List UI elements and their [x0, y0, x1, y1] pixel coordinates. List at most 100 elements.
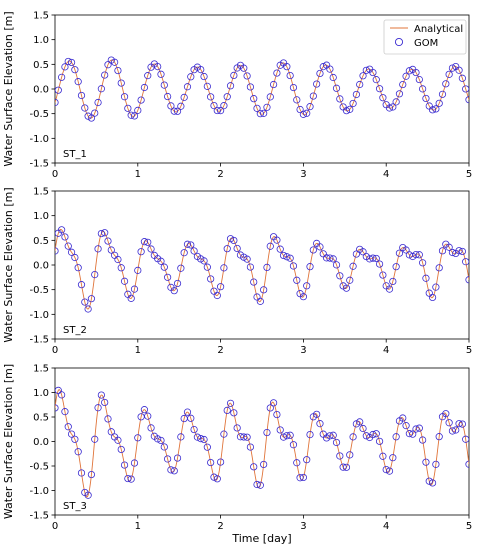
- y-tick-label: -1.0: [29, 134, 49, 145]
- gom-point: [157, 70, 165, 78]
- gom-point: [342, 107, 351, 115]
- gom-point: [263, 263, 271, 271]
- gom-point: [154, 435, 162, 443]
- gom-point: [306, 263, 314, 271]
- gom-point: [187, 73, 195, 81]
- legend: Analytical GOM: [383, 19, 467, 55]
- gom-point: [425, 477, 433, 485]
- gom-point: [97, 229, 105, 238]
- gom-point: [303, 282, 311, 290]
- gom-point: [266, 93, 274, 101]
- gom-point: [402, 72, 410, 80]
- gom-point: [120, 277, 129, 285]
- gom-point: [61, 408, 69, 416]
- gom-point: [164, 273, 172, 281]
- gom-point: [230, 409, 238, 417]
- gom-point: [217, 283, 225, 291]
- gom-point: [299, 110, 307, 118]
- gom-point: [124, 474, 132, 483]
- gom-point: [256, 297, 264, 305]
- gom-point: [369, 430, 377, 439]
- gom-point: [256, 481, 264, 489]
- plot-area: [55, 56, 469, 122]
- gom-point: [283, 432, 291, 440]
- gom-point: [210, 473, 218, 481]
- gom-point: [243, 255, 251, 263]
- gom-point: [316, 69, 324, 78]
- plot-area: [55, 226, 469, 313]
- gom-point: [117, 445, 125, 454]
- gom-point: [435, 99, 443, 107]
- gom-point: [428, 479, 437, 487]
- gom-point: [448, 427, 457, 435]
- gom-point: [289, 83, 298, 92]
- gom-point: [180, 249, 188, 257]
- gom-point: [233, 424, 241, 432]
- x-tick-label: 3: [300, 169, 306, 180]
- series-line-analytical: [55, 59, 469, 119]
- gom-point: [246, 443, 255, 451]
- gom-point: [91, 270, 99, 279]
- gom-point: [379, 94, 387, 102]
- gom-point: [160, 443, 168, 451]
- gom-point: [462, 435, 469, 443]
- gom-point: [144, 238, 152, 246]
- gom-point: [455, 420, 463, 428]
- y-tick-label: 1.0: [33, 35, 49, 46]
- gom-point: [382, 465, 390, 474]
- gom-point: [445, 419, 453, 427]
- gom-point: [101, 398, 109, 407]
- gom-point: [372, 430, 380, 438]
- gom-point: [140, 406, 149, 414]
- gom-point: [207, 93, 215, 101]
- y-tick-label: 1.0: [33, 211, 49, 222]
- gom-point: [164, 455, 172, 463]
- y-tick-label: -0.5: [29, 285, 49, 296]
- gom-point: [114, 66, 122, 75]
- gom-point: [362, 66, 370, 74]
- gom-point: [372, 76, 380, 84]
- gom-point: [432, 460, 440, 468]
- gom-point: [356, 80, 364, 89]
- gom-point: [58, 391, 66, 399]
- gom-point: [130, 285, 139, 293]
- gom-point: [147, 245, 155, 253]
- gom-point: [127, 475, 135, 483]
- gom-point: [279, 433, 288, 441]
- gom-point: [180, 93, 188, 101]
- gom-point: [71, 253, 79, 262]
- gom-point: [140, 83, 149, 92]
- gom-point: [226, 399, 235, 407]
- gom-point: [55, 86, 62, 94]
- gom-point: [405, 430, 413, 438]
- y-tick-label: -1.5: [29, 159, 49, 170]
- gom-point: [389, 277, 397, 286]
- gom-point: [279, 251, 288, 260]
- gom-point: [359, 248, 367, 256]
- gom-point: [220, 430, 228, 438]
- gom-point: [81, 298, 89, 306]
- gom-point: [332, 261, 341, 269]
- gom-point: [313, 80, 321, 88]
- gom-point: [289, 441, 298, 449]
- gom-point: [402, 422, 410, 430]
- gom-point: [260, 460, 268, 469]
- gom-point: [342, 463, 351, 471]
- panel-1: -1.5 -1.0 -0.5 0.0 0.5 1.0 1.5 0 1 2 3 4 5 Water Surf…: [2, 11, 472, 181]
- gom-point: [253, 104, 261, 112]
- gom-point: [326, 432, 334, 440]
- station-label: ST_1: [63, 149, 87, 160]
- gom-point: [74, 78, 82, 86]
- gom-point: [422, 274, 430, 282]
- gom-point: [230, 236, 238, 245]
- gom-point: [101, 71, 109, 79]
- gom-point: [273, 236, 281, 244]
- gom-point: [197, 66, 205, 74]
- gom-point: [114, 255, 122, 264]
- gom-point: [250, 278, 258, 286]
- panel-2: -1.5 -1.0 -0.5 0.0 0.5 1.0 1.5 0 1 2 3 4 5 Water Surf…: [2, 187, 472, 357]
- gom-point: [356, 418, 364, 426]
- y-tick-label: -1.5: [29, 511, 49, 522]
- gom-point: [415, 424, 423, 432]
- gom-point: [289, 262, 298, 270]
